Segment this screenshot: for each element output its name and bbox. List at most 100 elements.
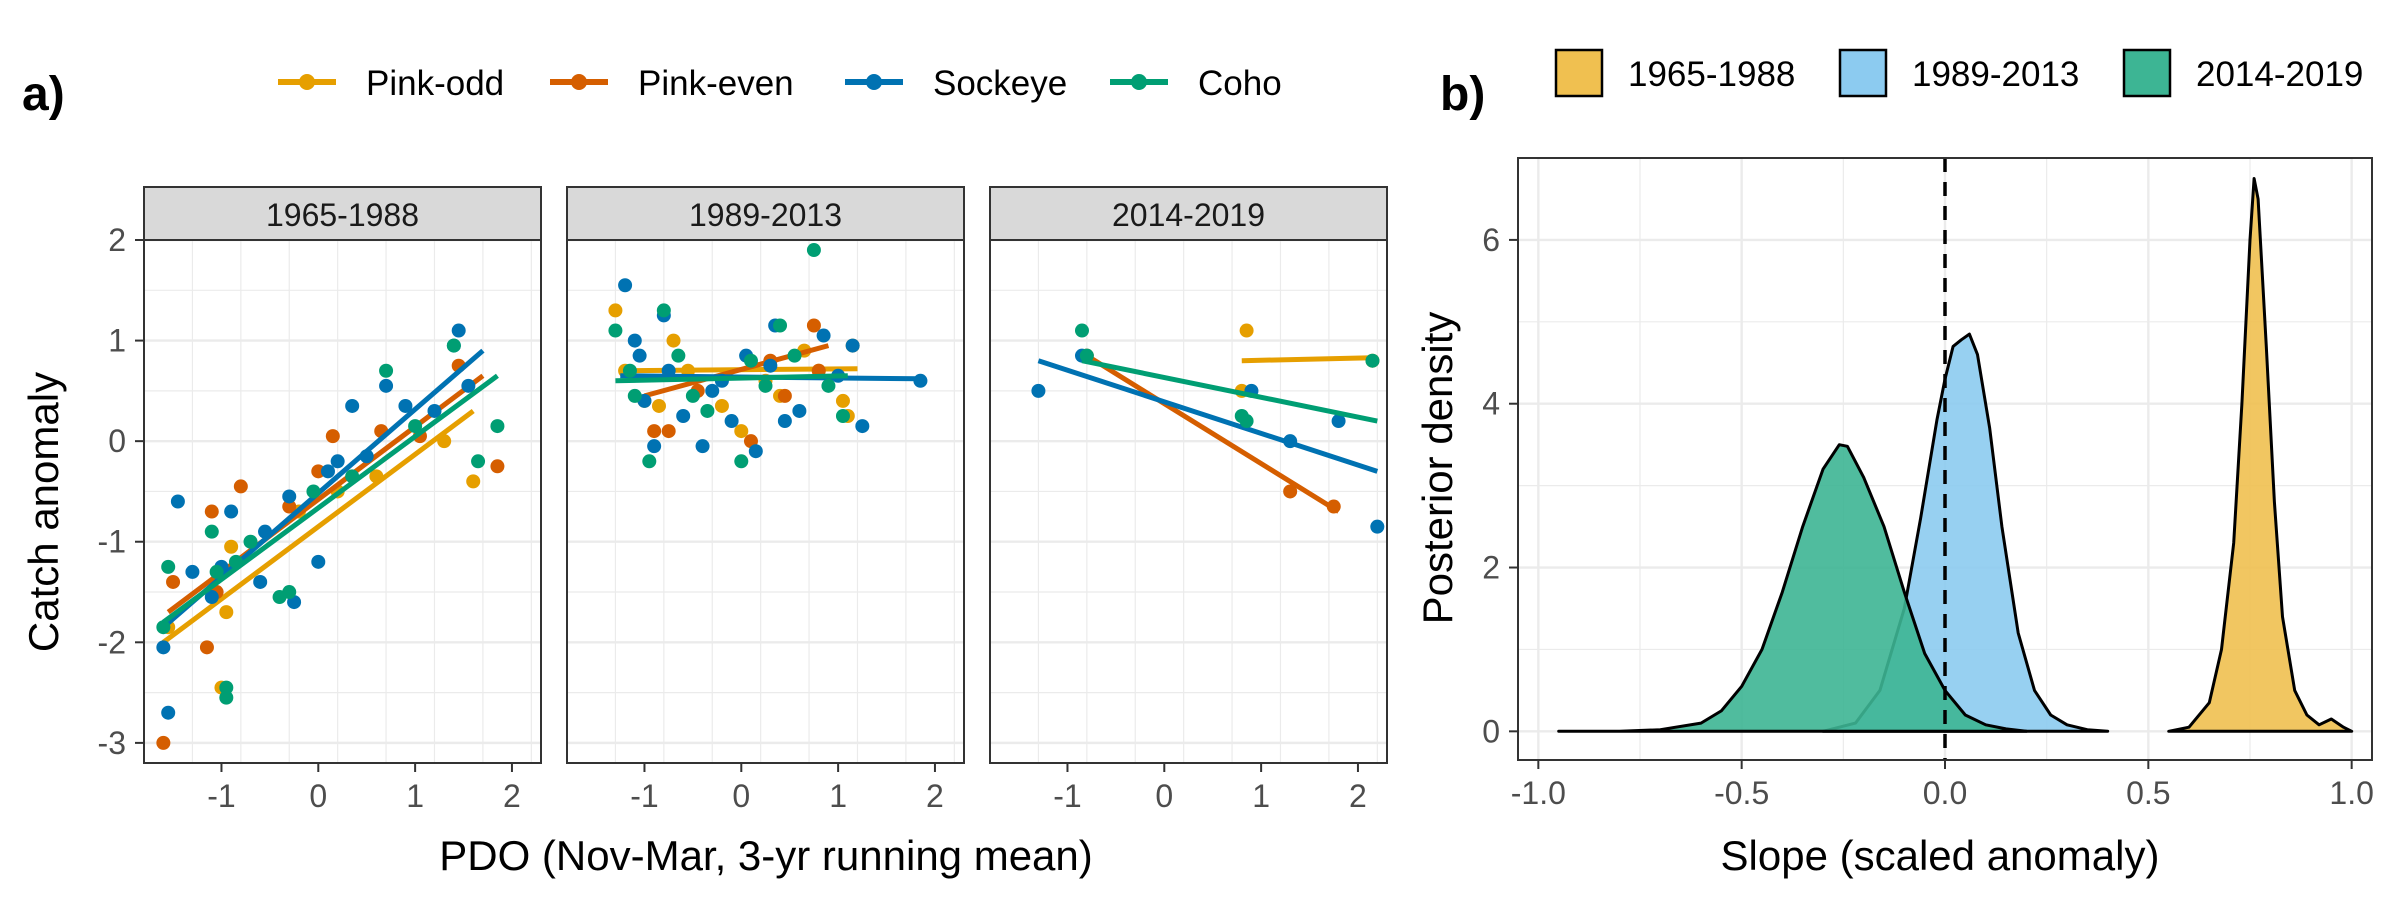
facet-strip — [143, 186, 542, 241]
legend-b-item-2014-2019: 2014-2019 — [2122, 48, 2363, 98]
point-pink-odd — [835, 393, 850, 408]
panel-a-tag: a) — [22, 68, 65, 121]
facet-panel-border — [143, 239, 542, 764]
panel-b-x-tick-label: 0.5 — [2126, 775, 2170, 811]
legend-a-label-pink-odd: Pink-odd — [366, 64, 504, 103]
legend-b-key-2014-2019 — [2122, 48, 2172, 98]
panel-b-xlabel: Slope (scaled anomaly) — [1721, 832, 2160, 879]
panel-b-tag: b) — [1440, 68, 1485, 121]
point-sockeye — [156, 640, 171, 655]
x-tick-label: 0 — [732, 778, 750, 814]
x-tick-label: -1 — [630, 778, 658, 814]
point-sockeye — [379, 378, 394, 393]
point-sockeye — [763, 358, 778, 373]
facet-1989-2013: 1989-2013 -1 0 1 2 — [566, 186, 965, 814]
point-coho — [656, 303, 671, 318]
fit-line-coho — [1081, 358, 1378, 424]
point-coho — [1074, 323, 1089, 338]
x-tick-label: 0 — [309, 778, 327, 814]
legend-a-key-point-sockeye — [866, 74, 882, 90]
legend-a-item-pink-odd: Pink-odd — [278, 64, 504, 103]
point-sockeye — [311, 554, 326, 569]
panel-b-x-tick-label: -1.0 — [1511, 775, 1566, 811]
point-pink-odd — [466, 474, 481, 489]
panel-b-x-tick-label: -0.5 — [1714, 775, 1769, 811]
point-pink-odd — [1239, 323, 1254, 338]
point-coho — [787, 348, 802, 363]
facet-strip — [989, 186, 1388, 241]
point-sockeye — [845, 338, 860, 353]
y-tick-label: 1 — [108, 323, 126, 359]
point-pink-even — [1283, 484, 1298, 499]
x-tick-label: -1 — [1053, 778, 1081, 814]
point-sockeye — [748, 444, 763, 459]
point-coho — [685, 388, 700, 403]
point-coho — [743, 353, 758, 368]
point-coho — [642, 454, 657, 469]
point-sockeye — [1331, 414, 1346, 429]
legend-a-label-sockeye: Sockeye — [933, 64, 1067, 103]
density-1989-2013 — [1821, 332, 2110, 733]
facet-strip-label: 1989-2013 — [689, 197, 842, 233]
fit-line-pink-odd — [161, 408, 475, 645]
point-coho — [490, 419, 505, 434]
point-pink-odd — [608, 303, 623, 318]
x-tick-label: 0 — [1155, 778, 1173, 814]
point-coho — [282, 585, 297, 600]
point-coho — [821, 378, 836, 393]
fit-line-coho — [615, 373, 848, 384]
facet-strip-label: 2014-2019 — [1112, 197, 1265, 233]
point-sockeye — [253, 574, 268, 589]
point-coho — [306, 484, 321, 499]
x-tick-label: -1 — [207, 778, 235, 814]
density-2014-2019 — [1557, 443, 2028, 733]
legend-b-key-1965-1988 — [1554, 48, 1604, 98]
y-tick-label: 0 — [108, 423, 126, 459]
point-pink-even — [325, 429, 340, 444]
point-pink-odd — [734, 424, 749, 439]
point-sockeye — [792, 403, 807, 418]
point-sockeye — [330, 454, 345, 469]
point-sockeye — [705, 383, 720, 398]
point-pink-even — [311, 464, 326, 479]
point-pink-even — [661, 424, 676, 439]
point-coho — [408, 419, 423, 434]
point-sockeye — [185, 564, 200, 579]
point-coho — [758, 378, 773, 393]
x-tick-label: 1 — [406, 778, 424, 814]
point-coho — [161, 559, 176, 574]
point-coho — [622, 363, 637, 378]
facet-1965-1988: 1965-1988 -1 0 1 2 — [143, 186, 542, 814]
point-coho — [773, 318, 788, 333]
point-pink-even — [282, 499, 297, 514]
point-coho — [219, 690, 234, 705]
x-tick-label: 2 — [503, 778, 521, 814]
legend-a-item-coho: Coho — [1110, 64, 1282, 103]
point-sockeye — [398, 398, 413, 413]
facet-panel-border — [566, 239, 965, 764]
panel-a-xlabel: PDO (Nov-Mar, 3-yr running mean) — [439, 832, 1093, 879]
point-pink-odd — [651, 398, 666, 413]
point-coho — [806, 243, 821, 258]
y-tick-label: 2 — [108, 222, 126, 258]
point-coho — [608, 323, 623, 338]
point-coho — [243, 534, 258, 549]
point-sockeye — [632, 348, 647, 363]
point-sockeye — [724, 414, 739, 429]
point-sockeye — [627, 333, 642, 348]
legend-b-label-2014-2019: 2014-2019 — [2196, 55, 2363, 94]
legend-a: Pink-odd Pink-even Sockeye Coho — [278, 64, 1282, 103]
panel-b-y-tick-label: 2 — [1482, 550, 1500, 586]
point-pink-odd — [666, 333, 681, 348]
point-sockeye — [427, 403, 442, 418]
point-sockeye — [1370, 519, 1385, 534]
x-tick-label: 1 — [829, 778, 847, 814]
point-pink-even — [199, 640, 214, 655]
point-pink-odd — [219, 605, 234, 620]
point-sockeye — [282, 489, 297, 504]
legend-b-label-1965-1988: 1965-1988 — [1628, 55, 1795, 94]
point-coho — [219, 680, 234, 695]
legend-a-item-pink-even: Pink-even — [550, 64, 794, 103]
point-sockeye — [345, 398, 360, 413]
point-pink-even — [233, 479, 248, 494]
